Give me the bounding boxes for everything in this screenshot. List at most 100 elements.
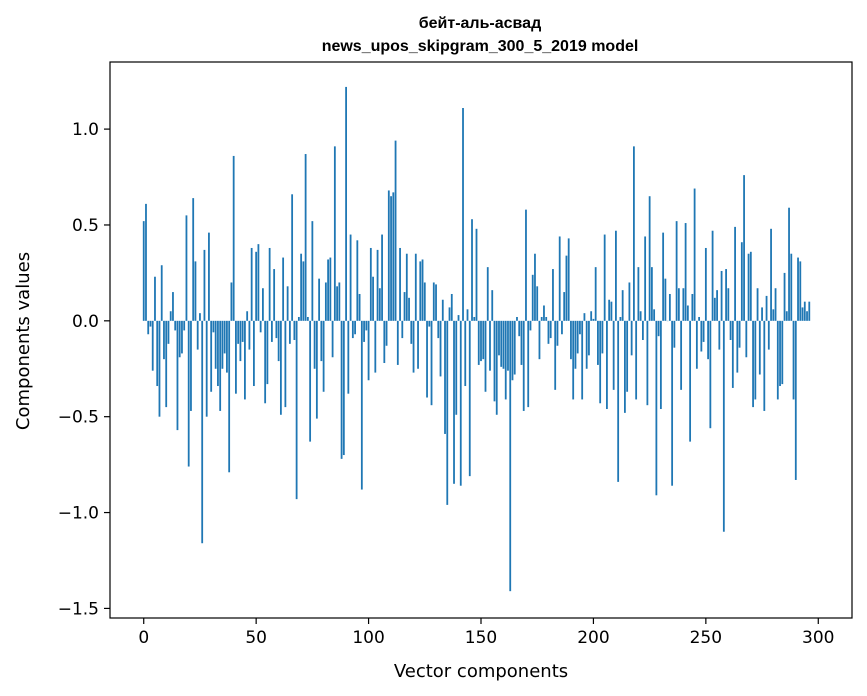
bar [154,276,156,321]
bar [608,299,611,321]
bar [149,320,152,327]
bar [761,307,763,321]
bar [486,267,489,321]
bar [731,320,734,388]
bar [671,320,674,486]
bar [556,320,559,346]
bar [257,244,260,321]
bar [430,320,433,406]
bar [567,238,570,321]
bar [718,320,721,350]
bar [704,247,707,321]
bar [363,320,365,342]
bar [747,253,750,321]
bar [201,320,204,544]
bar [502,320,505,369]
bar [785,311,788,321]
bar [439,320,442,377]
bar [468,320,471,477]
bar [237,320,240,344]
bar [255,251,258,321]
bar [525,209,527,321]
bar [178,320,181,358]
bar [378,288,381,321]
bar [342,320,345,456]
bar [664,278,667,321]
bar [410,320,413,344]
bar [637,267,640,321]
chart-title-line2: news_upos_skipgram_300_5_2019 model [322,38,639,55]
bar [736,320,739,373]
bar [228,320,231,473]
bar [423,282,426,321]
bar [588,320,590,356]
bar [644,236,647,321]
bar [624,320,626,413]
bar [358,293,361,321]
bar [250,247,253,321]
y-axis-label: Components values [13,252,34,430]
bar [187,320,190,467]
bar [156,320,159,387]
bar [790,253,793,321]
bar [426,320,428,398]
bar [653,309,656,321]
bar [401,320,404,339]
bar [716,290,718,321]
bar [347,320,350,394]
bar [408,297,410,321]
bar [695,320,698,369]
bar [268,247,271,321]
y-tick-label: −1.5 [58,599,99,619]
bar [466,309,469,321]
bar [662,232,665,321]
bar [239,320,242,362]
bar [309,320,312,442]
bar [356,240,359,321]
bar [776,320,779,400]
bar [432,282,435,321]
bar [561,320,563,335]
bar [383,320,386,364]
bar [302,261,305,321]
bar [293,320,296,340]
bar [799,261,802,321]
bar [444,320,446,434]
bar [558,236,561,321]
bar [801,307,804,321]
bar [151,320,154,371]
bar [246,311,249,321]
bar [772,309,775,321]
bar [199,313,201,321]
bar [579,320,581,335]
y-axis-ticks: −1.5 −1.0 −0.5 0.0 0.5 1.0 [58,120,110,619]
bar [783,272,786,321]
bar [655,320,658,496]
bar [387,190,390,321]
bar [520,320,523,365]
bar [277,320,280,362]
bar [770,228,772,321]
bar [172,292,174,321]
bar [437,320,440,339]
bar [680,320,683,390]
bar [752,320,754,408]
bar [194,261,197,321]
bar [329,257,332,321]
bar [232,155,235,321]
bar [518,320,521,337]
bar [500,320,503,367]
bar [734,226,736,321]
bar [619,316,622,321]
bar [648,196,651,321]
bar [792,320,795,400]
bar [167,320,170,344]
bar [181,320,183,354]
bar [376,249,379,321]
bar [176,320,179,431]
bar [147,320,150,335]
bar [702,320,705,342]
bar [534,253,536,321]
bar [475,228,478,321]
